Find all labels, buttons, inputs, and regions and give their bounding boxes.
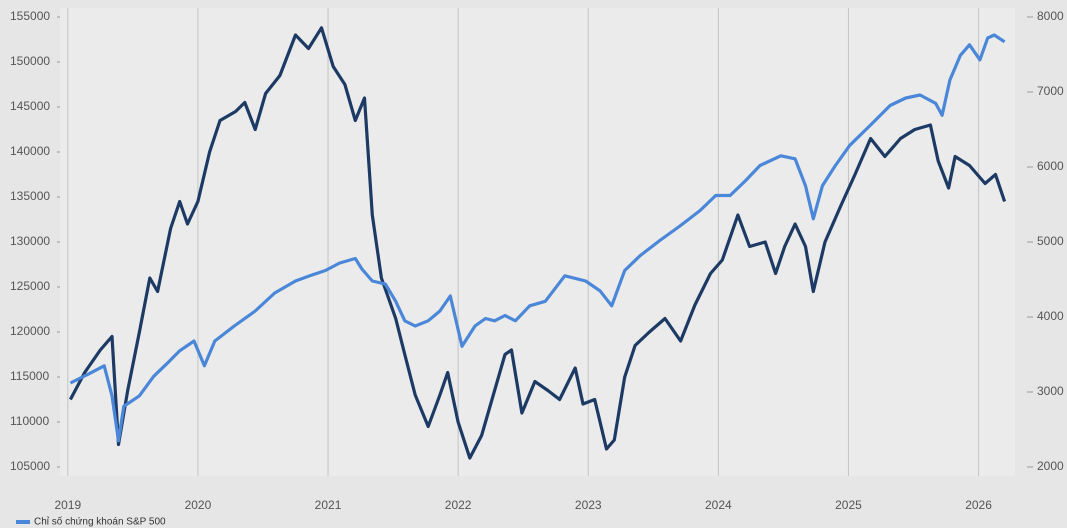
x-tick-label: 2021: [315, 498, 342, 512]
y2-tick-label: 2000: [1037, 459, 1064, 473]
y-tick-label: 140000: [10, 144, 50, 158]
y-tick-label: 110000: [10, 414, 49, 428]
series-line: [69, 33, 1006, 443]
legend-swatch: [16, 520, 30, 524]
x-tick-label: 2019: [54, 498, 81, 512]
x-tick-label: 2025: [835, 498, 862, 512]
x-tick-label: 2022: [445, 498, 472, 512]
y2-tick-label: 6000: [1037, 159, 1064, 173]
y-tick-label: 125000: [10, 279, 50, 293]
x-tick-label: 2026: [965, 498, 992, 512]
y-tick-label: 155000: [10, 9, 50, 23]
y2-tick-label: 4000: [1037, 309, 1064, 323]
x-tick-label: 2020: [185, 498, 212, 512]
y-tick-label: 120000: [10, 324, 50, 338]
y2-tick-label: 7000: [1037, 84, 1064, 98]
y-tick-label: 130000: [10, 234, 50, 248]
x-tick-label: 2024: [705, 498, 732, 512]
y2-tick-label: 8000: [1037, 9, 1064, 23]
y-tick-label: 105000: [10, 459, 50, 473]
series-line: [68, 26, 1007, 460]
legend-text: Chỉ số chứng khoán S&P 500: [34, 516, 166, 528]
y-tick-label: 115000: [10, 369, 49, 383]
y-tick-label: 135000: [10, 189, 50, 203]
x-tick-label: 2023: [575, 498, 602, 512]
y-tick-label: 145000: [10, 99, 50, 113]
y2-tick-label: 5000: [1037, 234, 1064, 248]
y-tick-label: 150000: [10, 54, 50, 68]
plot-area: [60, 8, 1015, 476]
y2-tick-label: 3000: [1037, 384, 1064, 398]
